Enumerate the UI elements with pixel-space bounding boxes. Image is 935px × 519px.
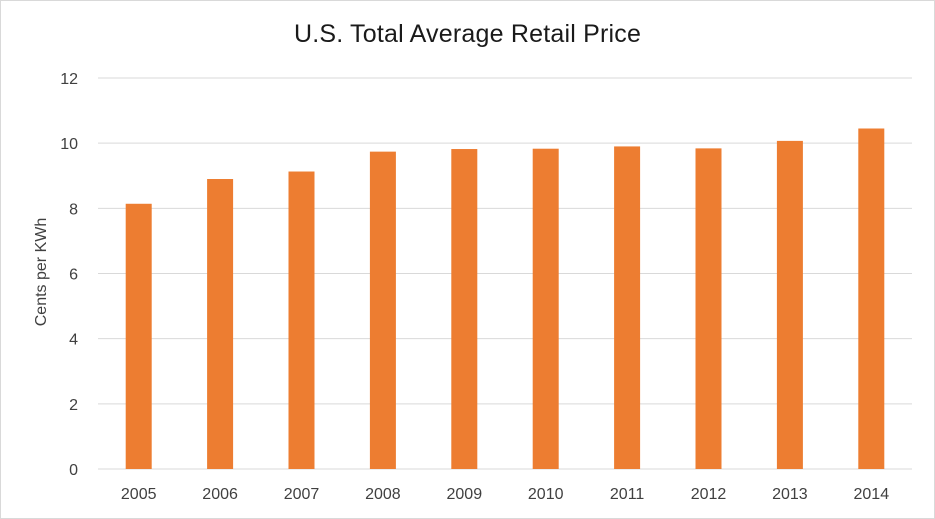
x-tick-label: 2009 — [447, 486, 483, 503]
gridlines — [98, 77, 912, 470]
x-tick-label: 2012 — [691, 486, 727, 503]
bar-2007 — [288, 171, 315, 469]
bar-2008 — [369, 151, 396, 469]
y-tick-label: 4 — [69, 332, 78, 349]
y-tick-label: 6 — [69, 267, 78, 284]
x-axis-ticks: 2005 2006 2007 2008 2009 2010 2011 2012 2013 2014 — [121, 486, 889, 503]
bar-2014 — [858, 128, 885, 470]
x-tick-label: 2006 — [202, 486, 238, 503]
y-tick-label: 0 — [69, 462, 78, 479]
x-tick-label: 2008 — [365, 486, 401, 503]
bar-2006 — [207, 179, 234, 469]
bar-2011 — [614, 146, 641, 470]
x-tick-label: 2005 — [121, 486, 157, 503]
y-tick-label: 8 — [69, 201, 78, 218]
x-tick-label: 2013 — [772, 486, 808, 503]
y-tick-label: 2 — [69, 397, 78, 414]
x-tick-label: 2014 — [854, 486, 890, 503]
chart-title: U.S. Total Average Retail Price — [293, 20, 642, 48]
bar-2009 — [451, 149, 478, 469]
bar-2005 — [125, 203, 152, 469]
bars — [125, 128, 885, 470]
x-tick-label: 2007 — [284, 486, 320, 503]
y-tick-label: 12 — [60, 71, 78, 88]
y-tick-label: 10 — [60, 136, 78, 153]
bar-2012 — [695, 148, 722, 469]
x-tick-label: 2010 — [528, 486, 564, 503]
bar-2010 — [532, 148, 559, 470]
bar-2013 — [776, 140, 803, 469]
y-axis-ticks: 0 2 4 6 8 10 12 — [60, 71, 78, 479]
x-tick-label: 2011 — [610, 486, 645, 503]
